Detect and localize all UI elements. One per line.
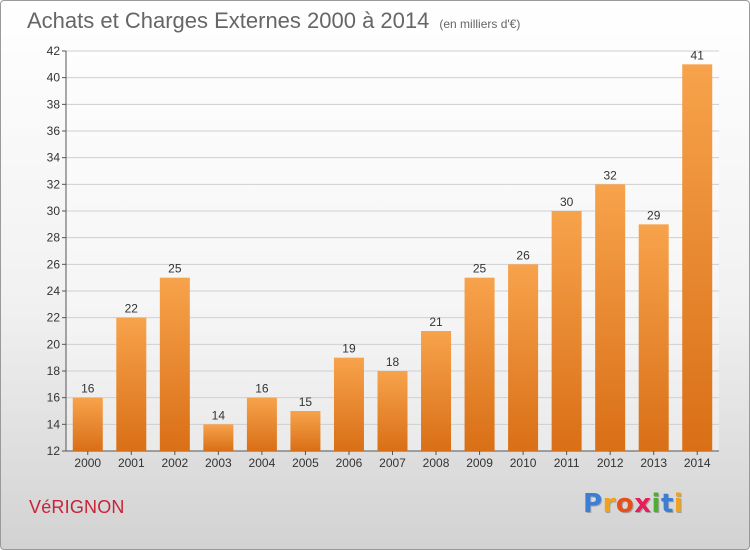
x-tick-label-2010: 2010 <box>510 456 537 470</box>
proxiti-logo: Proxiti <box>583 489 683 519</box>
y-tick-label: 34 <box>47 151 61 165</box>
chart-title-text: Achats et Charges Externes 2000 à 2014 <box>27 8 430 33</box>
bar-2006 <box>333 357 364 451</box>
bar-2007 <box>377 371 408 451</box>
data-label-2013: 29 <box>647 208 661 222</box>
data-label-2012: 32 <box>603 168 617 182</box>
bar-2012 <box>595 184 626 452</box>
data-label-2010: 26 <box>516 248 530 262</box>
logo-letter: x <box>634 489 652 519</box>
bar-2010 <box>508 264 539 451</box>
x-tick-label-2001: 2001 <box>118 456 145 470</box>
x-tick-label-2008: 2008 <box>423 456 450 470</box>
data-label-2003: 14 <box>212 408 226 422</box>
x-tick-label-2012: 2012 <box>597 456 624 470</box>
data-label-2004: 16 <box>255 382 269 396</box>
bar-2008 <box>421 331 452 451</box>
bar-2001 <box>116 317 147 451</box>
data-label-2009: 25 <box>473 262 487 276</box>
data-label-2007: 18 <box>386 355 400 369</box>
y-tick-label: 38 <box>47 97 61 111</box>
bar-2014 <box>682 64 713 452</box>
chart-unit-label: (en milliers d'€) <box>439 17 521 31</box>
logo-letter: o <box>615 489 635 519</box>
data-label-2002: 25 <box>168 262 182 276</box>
chart-title: Achats et Charges Externes 2000 à 2014 (e… <box>27 8 520 34</box>
data-label-2006: 19 <box>342 342 356 356</box>
x-tick-label-2003: 2003 <box>205 456 232 470</box>
y-tick-label: 32 <box>47 177 61 191</box>
data-label-2008: 21 <box>429 315 443 329</box>
x-tick-label-2002: 2002 <box>161 456 188 470</box>
x-tick-label-2006: 2006 <box>336 456 363 470</box>
y-tick-label: 36 <box>47 124 61 138</box>
logo-letter: i <box>673 489 684 519</box>
logo-letter: P <box>583 489 603 519</box>
data-label-2005: 15 <box>299 395 313 409</box>
y-tick-label: 40 <box>47 71 61 85</box>
bar-2000 <box>72 397 103 451</box>
data-label-2001: 22 <box>125 302 139 316</box>
x-tick-label-2013: 2013 <box>640 456 667 470</box>
y-tick-label: 42 <box>47 44 61 58</box>
x-tick-label-2004: 2004 <box>249 456 276 470</box>
logo-letter: r <box>602 489 616 519</box>
x-tick-label-2005: 2005 <box>292 456 319 470</box>
x-tick-label-2009: 2009 <box>466 456 493 470</box>
y-tick-label: 14 <box>47 417 61 431</box>
y-tick-label: 30 <box>47 204 61 218</box>
y-tick-label: 22 <box>47 311 61 325</box>
x-tick-label-2000: 2000 <box>74 456 101 470</box>
data-label-2011: 30 <box>560 195 574 209</box>
data-label-2000: 16 <box>81 382 95 396</box>
bar-2011 <box>551 211 582 451</box>
data-label-2014: 41 <box>691 48 705 62</box>
bar-2005 <box>290 411 321 451</box>
y-tick-label: 26 <box>47 257 61 271</box>
logo-letter: t <box>660 489 674 519</box>
logo-letter: i <box>651 489 661 519</box>
x-tick-label-2014: 2014 <box>684 456 711 470</box>
bar-2002 <box>159 277 190 451</box>
bar-2009 <box>464 277 495 451</box>
commune-name: VéRIGNON <box>29 497 125 517</box>
y-tick-label: 28 <box>47 231 61 245</box>
bar-2004 <box>246 397 277 451</box>
y-tick-label: 12 <box>47 444 61 458</box>
y-tick-label: 24 <box>47 284 61 298</box>
y-tick-label: 18 <box>47 364 61 378</box>
bar-2003 <box>203 424 234 451</box>
y-tick-label: 20 <box>47 337 61 351</box>
x-tick-label-2011: 2011 <box>554 456 580 470</box>
x-tick-label-2007: 2007 <box>379 456 406 470</box>
bar-2013 <box>638 224 669 451</box>
y-tick-label: 16 <box>47 391 61 405</box>
